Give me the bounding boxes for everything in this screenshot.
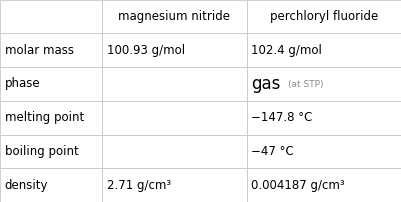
Bar (247, 101, 401, 135)
Text: density: density (5, 179, 48, 192)
Text: molar mass: molar mass (5, 44, 74, 57)
Bar (0, 135, 102, 168)
Bar (0, 168, 102, 202)
Bar (0, 67, 102, 101)
Bar (0, 0, 102, 33)
Bar (247, 168, 401, 202)
Text: 0.004187 g/cm³: 0.004187 g/cm³ (251, 179, 345, 192)
Text: magnesium nitride: magnesium nitride (118, 10, 231, 23)
Bar (247, 0, 401, 33)
Text: boiling point: boiling point (5, 145, 79, 158)
Bar (0, 101, 102, 135)
Bar (102, 135, 247, 168)
Bar (102, 168, 247, 202)
Text: (at STP): (at STP) (288, 80, 324, 89)
Text: 102.4 g/mol: 102.4 g/mol (251, 44, 322, 57)
Text: melting point: melting point (5, 111, 84, 124)
Text: phase: phase (5, 77, 41, 90)
Bar (247, 33, 401, 67)
Bar (247, 135, 401, 168)
Text: −147.8 °C: −147.8 °C (251, 111, 313, 124)
Bar (102, 101, 247, 135)
Text: gas: gas (251, 75, 281, 93)
Bar (0, 33, 102, 67)
Text: −47 °C: −47 °C (251, 145, 294, 158)
Text: perchloryl fluoride: perchloryl fluoride (270, 10, 378, 23)
Text: 2.71 g/cm³: 2.71 g/cm³ (107, 179, 171, 192)
Bar (102, 33, 247, 67)
Bar (247, 67, 401, 101)
Bar (102, 0, 247, 33)
Bar (102, 67, 247, 101)
Text: 100.93 g/mol: 100.93 g/mol (107, 44, 185, 57)
